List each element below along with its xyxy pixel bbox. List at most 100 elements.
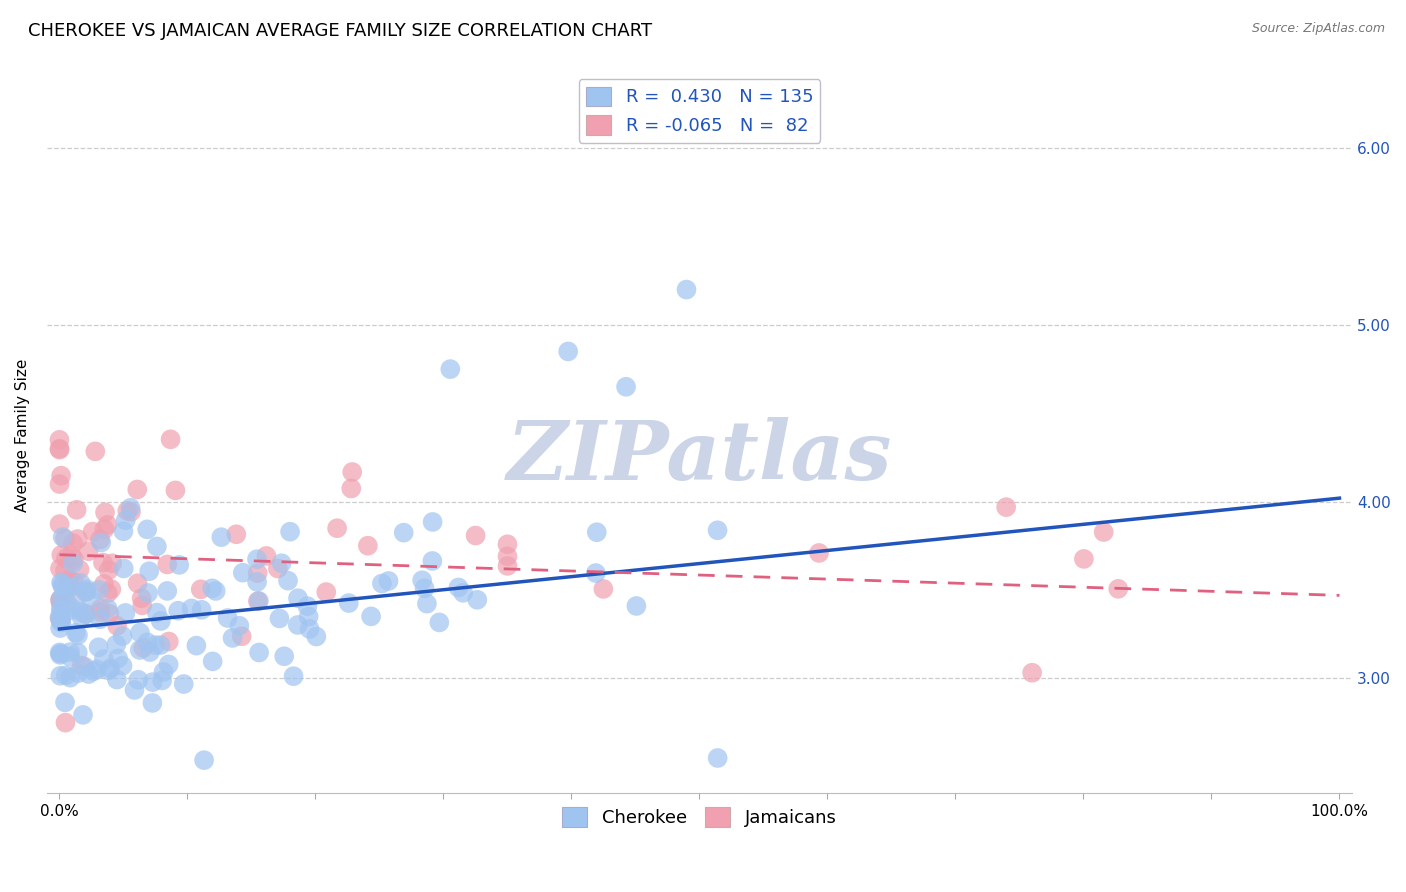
Point <box>89 602 111 616</box>
Point <box>117 504 139 518</box>
Point <box>146 606 169 620</box>
Point <box>59 579 82 593</box>
Point <box>112 561 135 575</box>
Point <box>422 515 444 529</box>
Point <box>127 483 149 497</box>
Point <box>66 503 89 517</box>
Point <box>107 651 129 665</box>
Point <box>247 645 270 659</box>
Point <box>89 605 111 619</box>
Point <box>464 528 486 542</box>
Point <box>496 558 519 573</box>
Point <box>287 591 309 606</box>
Point <box>305 630 328 644</box>
Point <box>357 539 380 553</box>
Point <box>98 661 121 675</box>
Point <box>75 607 97 622</box>
Point <box>180 601 202 615</box>
Point <box>105 673 128 687</box>
Point <box>111 658 134 673</box>
Point <box>142 675 165 690</box>
Point <box>246 566 269 581</box>
Legend: Cherokee, Jamaicans: Cherokee, Jamaicans <box>555 800 844 834</box>
Point <box>337 596 360 610</box>
Point <box>422 554 444 568</box>
Point <box>72 707 94 722</box>
Point <box>496 549 519 564</box>
Point <box>360 609 382 624</box>
Point <box>156 583 179 598</box>
Point <box>136 522 159 536</box>
Point <box>69 605 91 619</box>
Point <box>136 635 159 649</box>
Point <box>86 662 108 676</box>
Point <box>51 577 73 591</box>
Point <box>995 500 1018 515</box>
Point <box>49 561 72 575</box>
Point <box>49 592 72 607</box>
Point <box>278 524 301 539</box>
Point <box>315 585 337 599</box>
Point <box>190 603 212 617</box>
Point <box>90 535 112 549</box>
Point <box>297 599 319 614</box>
Point <box>105 618 128 632</box>
Point <box>56 575 79 590</box>
Point <box>283 669 305 683</box>
Point <box>127 576 149 591</box>
Point <box>59 671 82 685</box>
Point <box>98 607 121 621</box>
Point <box>48 442 70 456</box>
Point <box>70 610 93 624</box>
Point <box>55 715 77 730</box>
Point <box>254 549 277 563</box>
Y-axis label: Average Family Size: Average Family Size <box>15 359 30 512</box>
Point <box>298 622 321 636</box>
Point <box>626 599 648 613</box>
Point <box>413 582 436 596</box>
Point <box>592 582 614 596</box>
Point <box>89 612 111 626</box>
Point <box>128 643 150 657</box>
Point <box>69 563 91 577</box>
Point <box>141 696 163 710</box>
Point <box>49 669 72 683</box>
Point <box>146 540 169 554</box>
Point <box>49 602 72 616</box>
Point <box>114 513 136 527</box>
Point <box>247 594 270 608</box>
Point <box>70 658 93 673</box>
Point <box>377 574 399 588</box>
Point <box>58 577 80 591</box>
Point <box>228 619 250 633</box>
Point <box>149 638 172 652</box>
Point <box>120 505 142 519</box>
Point <box>451 586 474 600</box>
Point <box>371 576 394 591</box>
Point <box>49 647 72 661</box>
Point <box>706 751 728 765</box>
Point <box>49 648 72 662</box>
Point <box>87 582 110 597</box>
Point <box>49 612 72 626</box>
Point <box>62 557 84 571</box>
Point <box>59 645 82 659</box>
Point <box>585 566 607 580</box>
Point <box>59 649 82 664</box>
Point <box>66 646 89 660</box>
Point <box>157 657 180 672</box>
Point <box>101 556 124 570</box>
Point <box>91 556 114 570</box>
Point <box>67 666 90 681</box>
Point <box>49 614 72 628</box>
Point <box>132 640 155 655</box>
Point <box>157 634 180 648</box>
Point <box>246 552 269 566</box>
Point <box>190 582 212 597</box>
Point <box>96 601 118 615</box>
Point <box>138 564 160 578</box>
Point <box>411 573 433 587</box>
Point <box>808 546 831 560</box>
Point <box>51 548 73 562</box>
Point <box>96 517 118 532</box>
